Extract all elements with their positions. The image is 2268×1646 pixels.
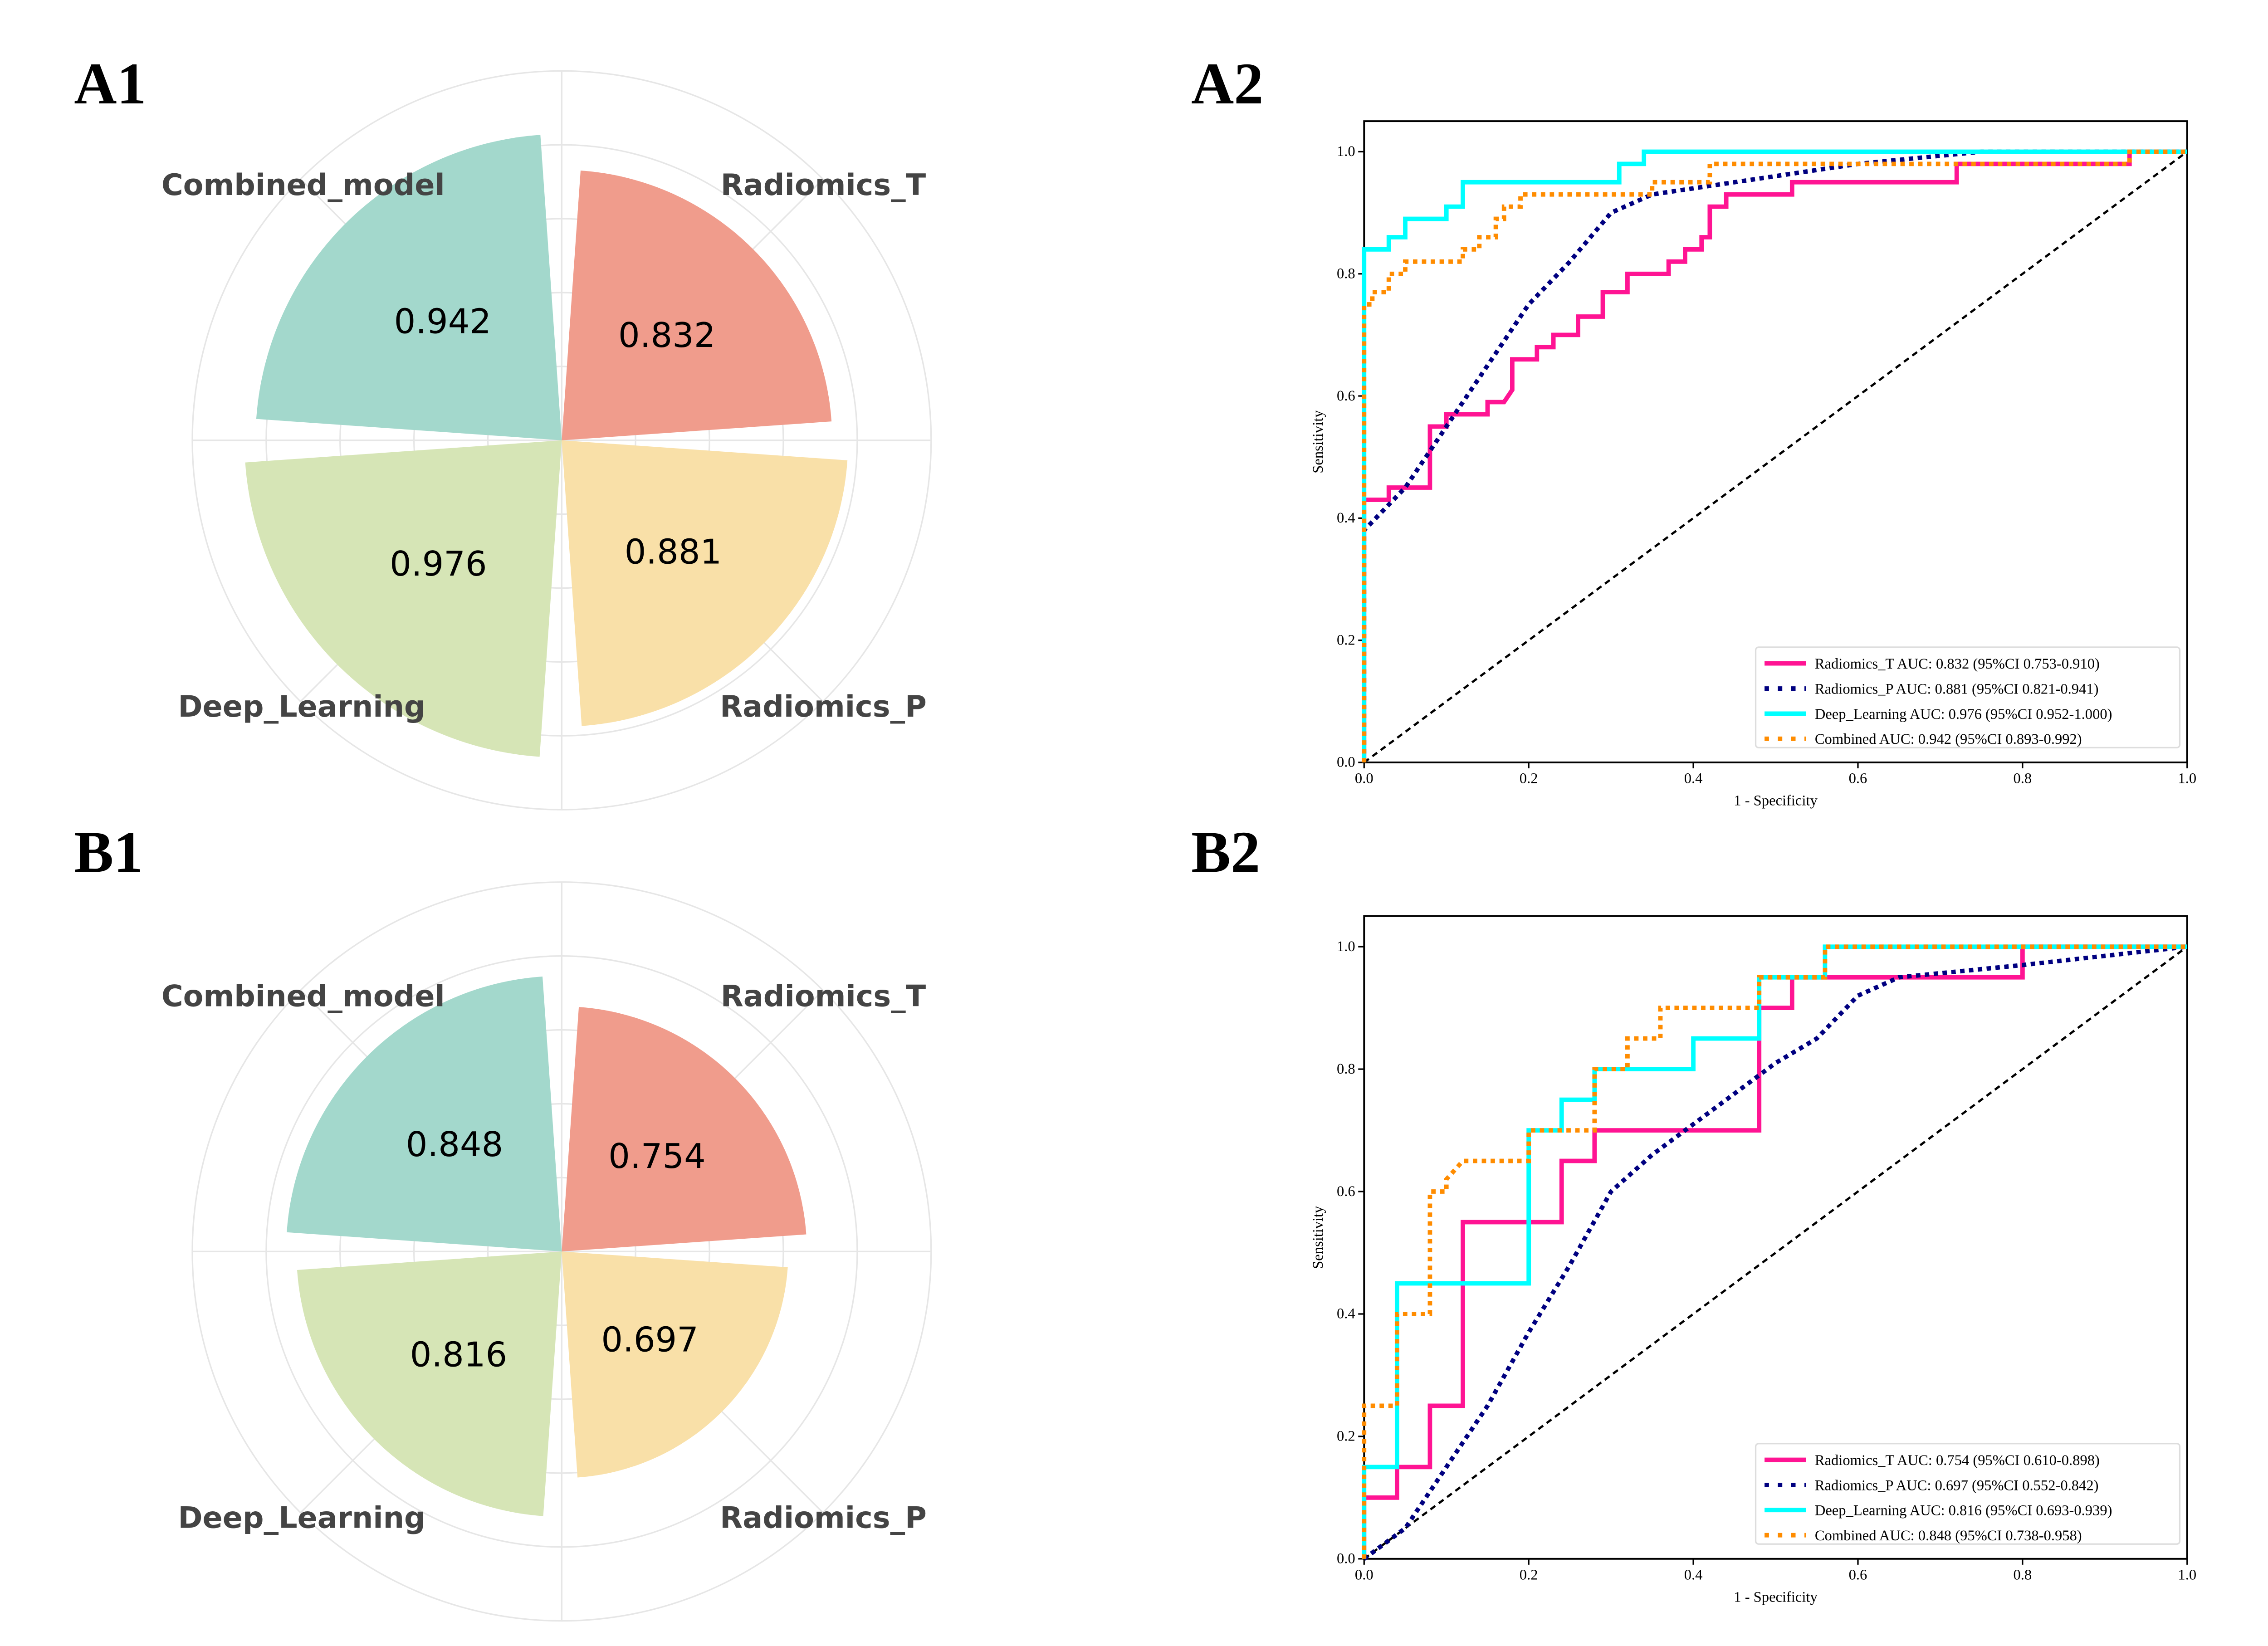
category-label: Combined_model bbox=[161, 979, 445, 1013]
category-label: Deep_Learning bbox=[178, 690, 425, 724]
legend-entry: Radiomics_T AUC: 0.754 (95%CI 0.610-0.89… bbox=[1815, 1452, 2100, 1469]
y-tick-label: 0.2 bbox=[1337, 632, 1355, 648]
y-tick-label: 1.0 bbox=[1337, 938, 1355, 955]
polar-chart-b1: 0.754 Radiomics_T 0.697 Radiomics_P 0.816 Dee… bbox=[161, 881, 932, 1622]
x-tick-label: 0.2 bbox=[1520, 771, 1538, 787]
value-label: 0.848 bbox=[406, 1124, 503, 1164]
y-tick-label: 0.8 bbox=[1337, 1061, 1355, 1077]
y-tick-label: 0.4 bbox=[1337, 1306, 1355, 1322]
polar-bar-radiomics-t bbox=[562, 1007, 807, 1252]
panel-label-b1: B1 bbox=[74, 820, 143, 885]
roc-curve-combined bbox=[1362, 149, 2187, 762]
legend-entry: Radiomics_T AUC: 0.832 (95%CI 0.753-0.91… bbox=[1815, 656, 2100, 672]
polar-bar-radiomics-t bbox=[562, 170, 832, 440]
legend-entry: Radiomics_P AUC: 0.881 (95%CI 0.821-0.94… bbox=[1815, 681, 2099, 697]
category-label: Radiomics_P bbox=[720, 690, 927, 724]
legend-box bbox=[1755, 1443, 2181, 1545]
x-tick-label: 0.8 bbox=[2014, 771, 2032, 787]
panel-label-a1: A1 bbox=[74, 51, 146, 117]
category-label: Radiomics_T bbox=[721, 979, 926, 1013]
x-tick-label: 0.6 bbox=[1849, 1567, 1867, 1583]
y-tick-label: 0.8 bbox=[1337, 266, 1355, 282]
y-tick-label: 0.0 bbox=[1337, 1551, 1355, 1567]
legend-entry: Radiomics_P AUC: 0.697 (95%CI 0.552-0.84… bbox=[1815, 1477, 2099, 1494]
x-axis-title: 1 - Specificity bbox=[1734, 792, 1818, 809]
y-tick-label: 1.0 bbox=[1337, 143, 1355, 160]
y-tick-label: 0.4 bbox=[1337, 510, 1355, 526]
value-label: 0.881 bbox=[625, 532, 722, 571]
x-tick-label: 0.6 bbox=[1849, 771, 1867, 787]
y-tick-label: 0.0 bbox=[1337, 754, 1355, 771]
category-label: Deep_Learning bbox=[178, 1501, 425, 1535]
roc-curve-radiomics-p bbox=[1363, 944, 2188, 1561]
diagonal-reference-line bbox=[1363, 946, 2188, 1560]
value-label: 0.942 bbox=[394, 301, 491, 341]
roc-curve-deep-learning bbox=[1362, 149, 2187, 762]
category-label: Radiomics_T bbox=[721, 168, 926, 202]
polar-chart-a1: 0.832 Radiomics_T 0.881 Radiomics_P 0.976 Dee… bbox=[161, 70, 932, 811]
roc-curve-radiomics-t bbox=[1362, 149, 2187, 762]
y-axis-title: Sensitivity bbox=[1310, 410, 1326, 474]
x-tick-label: 0.8 bbox=[2014, 1567, 2032, 1583]
value-label: 0.976 bbox=[390, 544, 487, 584]
y-tick-label: 0.2 bbox=[1337, 1428, 1355, 1445]
polar-bar-combined-model bbox=[287, 976, 562, 1252]
roc-chart-a2: 0.0 0.2 0.4 0.6 0.8 1.0 0.0 0.2 0.4 0.6 0.8 1.0 1 - … bbox=[1310, 120, 2196, 809]
x-tick-label: 1.0 bbox=[2178, 1567, 2196, 1583]
polar-bar-deep-learning bbox=[245, 440, 562, 757]
x-tick-label: 0.4 bbox=[1684, 1567, 1703, 1583]
x-tick-label: 0.4 bbox=[1684, 771, 1703, 787]
legend-entry: Deep_Learning AUC: 0.816 (95%CI 0.693-0.… bbox=[1815, 1503, 2112, 1519]
x-tick-label: 1.0 bbox=[2178, 771, 2196, 787]
category-label: Combined_model bbox=[161, 168, 445, 202]
roc-curve-radiomics-p bbox=[1362, 149, 2187, 762]
panel-label-b2: B2 bbox=[1191, 820, 1260, 885]
value-label: 0.816 bbox=[410, 1335, 507, 1375]
legend-entry: Combined AUC: 0.848 (95%CI 0.738-0.958) bbox=[1815, 1528, 2082, 1544]
polar-bar-deep-learning bbox=[297, 1251, 562, 1516]
polar-bar-combined-model bbox=[256, 135, 562, 440]
polar-bar-radiomics-p bbox=[562, 440, 848, 726]
x-axis-title: 1 - Specificity bbox=[1734, 1589, 1818, 1605]
polar-bar-radiomics-p bbox=[562, 1251, 788, 1478]
value-label: 0.832 bbox=[618, 315, 715, 355]
roc-curve-combined bbox=[1362, 944, 2187, 1559]
category-label: Radiomics_P bbox=[720, 1501, 927, 1535]
x-tick-label: 0.0 bbox=[1355, 1567, 1374, 1583]
legend-entry: Combined AUC: 0.942 (95%CI 0.893-0.992) bbox=[1815, 731, 2082, 747]
legend-box bbox=[1755, 646, 2181, 748]
roc-chart-b2: 0.0 0.2 0.4 0.6 0.8 1.0 0.0 0.2 0.4 0.6 0.8 1.0 1 - … bbox=[1310, 915, 2196, 1605]
legend-entry: Deep_Learning AUC: 0.976 (95%CI 0.952-1.… bbox=[1815, 706, 2112, 723]
x-tick-label: 0.0 bbox=[1355, 771, 1374, 787]
value-label: 0.697 bbox=[601, 1320, 698, 1360]
diagonal-reference-line bbox=[1363, 151, 2188, 763]
panel-label-a2: A2 bbox=[1191, 51, 1263, 117]
y-tick-label: 0.6 bbox=[1337, 388, 1355, 404]
y-tick-label: 0.6 bbox=[1337, 1183, 1355, 1200]
y-axis-title: Sensitivity bbox=[1310, 1206, 1326, 1269]
x-tick-label: 0.2 bbox=[1520, 1567, 1538, 1583]
value-label: 0.754 bbox=[608, 1136, 705, 1176]
